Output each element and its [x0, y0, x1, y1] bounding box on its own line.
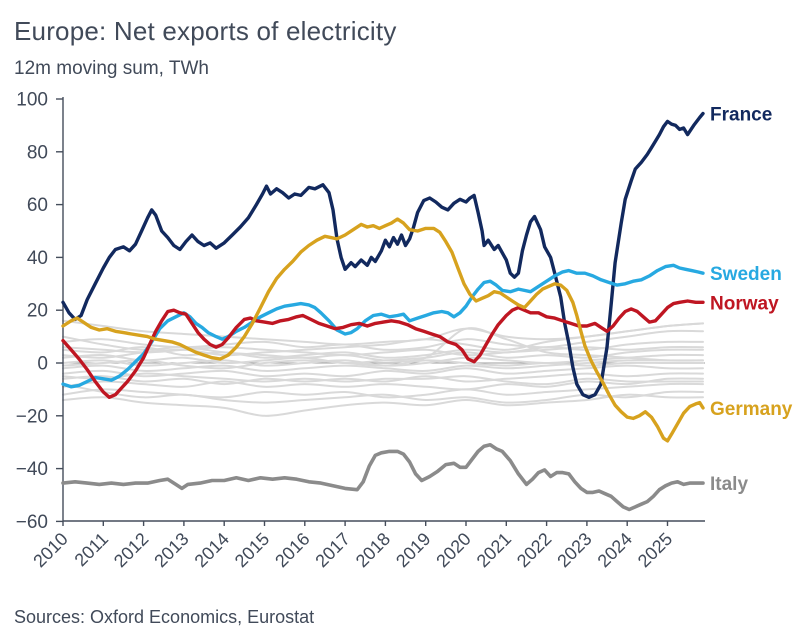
series-line-norway: [61, 299, 705, 399]
series-line-germany: [61, 217, 705, 443]
y-tick-label: −20: [16, 406, 48, 427]
series-label-germany: Germany: [710, 399, 793, 420]
y-tick-label: 0: [37, 354, 48, 375]
x-tick-label: 2012: [110, 529, 152, 571]
x-tick-label: 2016: [271, 529, 313, 571]
series-line-france: [61, 111, 705, 399]
chart-title: Europe: Net exports of electricity: [14, 16, 397, 46]
y-tick-label: −40: [16, 459, 48, 480]
sources-note: Sources: Oxford Economics, Eurostat: [14, 607, 315, 627]
y-tick-label: 60: [27, 195, 48, 216]
x-tick-label: 2017: [311, 529, 353, 571]
background-country-line: [62, 372, 704, 386]
y-tick-label: 20: [27, 301, 48, 322]
series-label-france: France: [710, 105, 772, 126]
background-country-line: [62, 377, 704, 391]
x-tick-label: 2020: [432, 529, 474, 571]
y-tick-label: −60: [16, 512, 48, 533]
background-country-line: [62, 383, 704, 404]
series-line-italy: [61, 442, 705, 512]
background-country-line: [62, 359, 704, 370]
series-label-sweden: Sweden: [710, 264, 782, 285]
background-country-line: [62, 345, 704, 357]
y-tick-label: 40: [27, 248, 48, 269]
background-country-line: [62, 359, 704, 372]
x-tick-label: 2021: [473, 529, 515, 571]
x-tick-label: 2018: [352, 529, 394, 571]
x-tick-label: 2025: [634, 529, 676, 571]
series-label-italy: Italy: [710, 474, 748, 495]
x-tick-label: 2011: [71, 529, 113, 571]
x-tick-label: 2023: [553, 529, 595, 571]
x-tick-label: 2022: [513, 529, 555, 571]
chart-subtitle: 12m moving sum, TWh: [14, 58, 209, 79]
x-tick-label: 2013: [150, 529, 192, 571]
x-tick-label: 2010: [29, 529, 71, 571]
background-country-line: [62, 393, 704, 417]
background-country-line: [62, 327, 704, 363]
series-line-sweden: [61, 263, 705, 389]
x-tick-label: 2015: [231, 529, 273, 571]
y-tick-label: 80: [27, 142, 48, 163]
y-tick-label: 100: [16, 90, 48, 111]
x-tick-label: 2024: [594, 529, 636, 571]
x-tick-label: 2019: [392, 529, 434, 571]
series-label-norway: Norway: [710, 293, 779, 314]
line-chart: 100806040200−20−40−602010201120122013201…: [16, 90, 793, 572]
x-tick-label: 2014: [191, 529, 233, 571]
